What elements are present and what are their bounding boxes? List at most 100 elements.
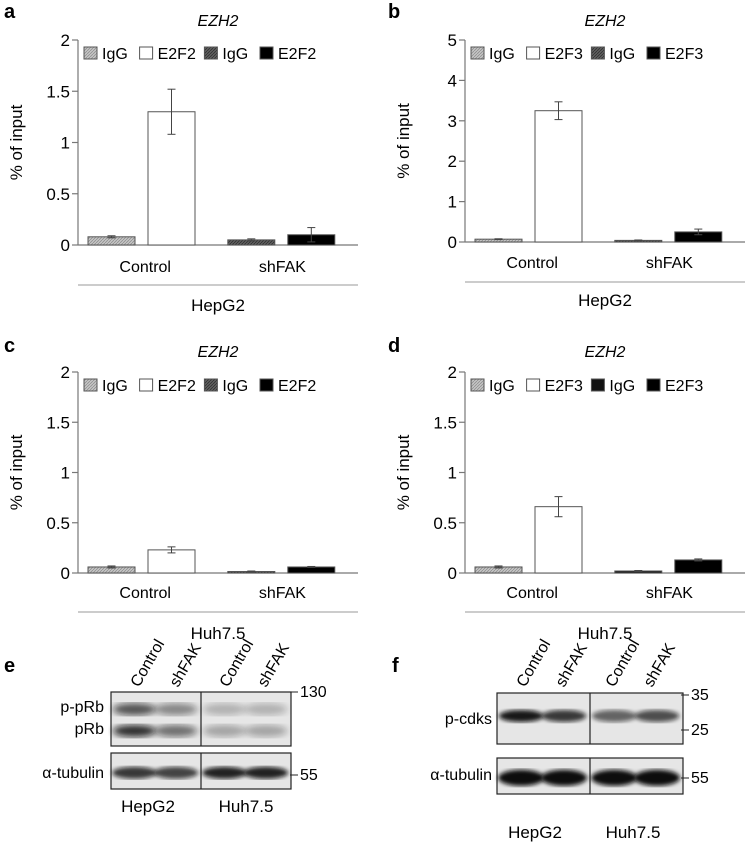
legend-label: IgG (222, 378, 248, 395)
panel-letter: c (4, 335, 15, 357)
row-label: p-cdks (445, 711, 492, 728)
y-tick-label: 0.5 (433, 514, 457, 533)
legend-label: E2F3 (665, 46, 703, 63)
y-tick-label: 4 (448, 71, 457, 90)
protein-band (591, 769, 638, 786)
row-label: p-pRb (60, 699, 104, 716)
protein-band (112, 703, 156, 716)
chart-title: EZH2 (585, 344, 626, 361)
size-marker: 25 (691, 722, 709, 739)
protein-band (202, 703, 246, 716)
blot-group-label: HepG2 (121, 797, 175, 816)
legend-label: E2F3 (545, 46, 583, 63)
category-label: Control (119, 259, 171, 276)
y-tick-label: 0 (61, 564, 70, 583)
legend-swatch (470, 378, 485, 392)
y-tick-label: 2 (61, 31, 70, 50)
chart-panel-c: c EZH2 % of input 0 0.5 1 1.5 2 IgG E2F2 IgG E2F2 Co… (4, 335, 358, 643)
legend-label: E2F2 (158, 378, 196, 395)
lane-label: Control (128, 637, 169, 690)
y-tick-label: 1 (61, 464, 70, 483)
y-tick-label: 1 (448, 193, 457, 212)
row-label: α-tubulin (430, 767, 492, 784)
category-label: shFAK (259, 259, 306, 276)
legend-swatch (83, 46, 98, 60)
legend-swatch (526, 46, 541, 60)
size-marker: 55 (691, 770, 709, 787)
blot-group-label: HepG2 (508, 823, 562, 842)
protein-band (244, 703, 288, 716)
chart-panel-d: d EZH2 % of input 0 0.5 1 1.5 2 IgG E2F3 IgG E2F3 Co… (388, 335, 745, 643)
legend-label: IgG (609, 378, 635, 395)
y-tick-label: 5 (448, 31, 457, 50)
legend-label: E2F3 (665, 378, 703, 395)
protein-band (591, 709, 637, 722)
lane-label: shFAK (167, 640, 205, 690)
y-tick-label: 2 (61, 363, 70, 382)
blot-group-label: Huh7.5 (606, 823, 661, 842)
y-tick-label: 1 (61, 134, 70, 153)
y-tick-label: 1 (448, 464, 457, 483)
blot-group-label: Huh7.5 (219, 797, 274, 816)
legend-label: IgG (489, 46, 515, 63)
panel-letter: b (388, 1, 400, 23)
y-tick-label: 3 (448, 112, 457, 131)
legend-label: IgG (609, 46, 635, 63)
chart-panel-a: a EZH2 % of input 0 0.5 1 1.5 2 IgG E2F2 IgG E2F2 Co… (4, 1, 358, 315)
protein-band (202, 724, 246, 737)
cell-line-label: HepG2 (578, 291, 632, 310)
row-label: α-tubulin (42, 765, 104, 782)
size-marker: 130 (300, 684, 327, 701)
legend-label: IgG (489, 378, 515, 395)
legend-label: IgG (102, 378, 128, 395)
legend-label: IgG (102, 46, 128, 63)
legend-swatch (83, 378, 98, 392)
legend-swatch (526, 378, 541, 392)
lane-label: shFAK (255, 640, 293, 690)
protein-band (112, 766, 157, 779)
chart-title: EZH2 (198, 13, 239, 30)
legend-swatch (203, 46, 218, 60)
legend-swatch (259, 46, 274, 60)
legend-label: IgG (222, 46, 248, 63)
category-label: Control (506, 585, 558, 602)
category-label: Control (506, 255, 558, 272)
chart-title: EZH2 (585, 13, 626, 30)
category-label: shFAK (259, 585, 306, 602)
protein-band (244, 724, 288, 737)
legend-swatch (139, 378, 154, 392)
chart-title: EZH2 (198, 344, 239, 361)
panel-letter: d (388, 335, 400, 357)
panel-letter: e (4, 655, 15, 677)
legend-swatch (590, 378, 605, 392)
y-tick-label: 1.5 (46, 82, 70, 101)
lane-label: Control (514, 637, 555, 690)
y-axis-label: % of input (394, 103, 413, 179)
legend-swatch (646, 378, 661, 392)
protein-band (541, 709, 587, 722)
y-tick-label: 0.5 (46, 514, 70, 533)
protein-band (498, 769, 545, 786)
legend-swatch (139, 46, 154, 60)
protein-band (634, 709, 680, 722)
cell-line-label: HepG2 (191, 296, 245, 315)
legend-swatch (646, 46, 661, 60)
y-tick-label: 0 (448, 233, 457, 252)
category-label: Control (119, 585, 171, 602)
protein-band (202, 766, 247, 779)
category-label: shFAK (646, 255, 693, 272)
cell-line-label: Huh7.5 (191, 624, 246, 643)
legend-label: E2F3 (545, 378, 583, 395)
legend-label: E2F2 (278, 46, 316, 63)
y-tick-label: 2 (448, 152, 457, 171)
bar-e2f3-control (534, 506, 583, 574)
panel-letter: f (392, 655, 399, 677)
lane-label: Control (603, 637, 644, 690)
protein-band (498, 709, 544, 722)
protein-band (154, 724, 198, 737)
protein-band (633, 769, 681, 786)
cell-line-label: Huh7.5 (578, 624, 633, 643)
legend-swatch (203, 378, 218, 392)
